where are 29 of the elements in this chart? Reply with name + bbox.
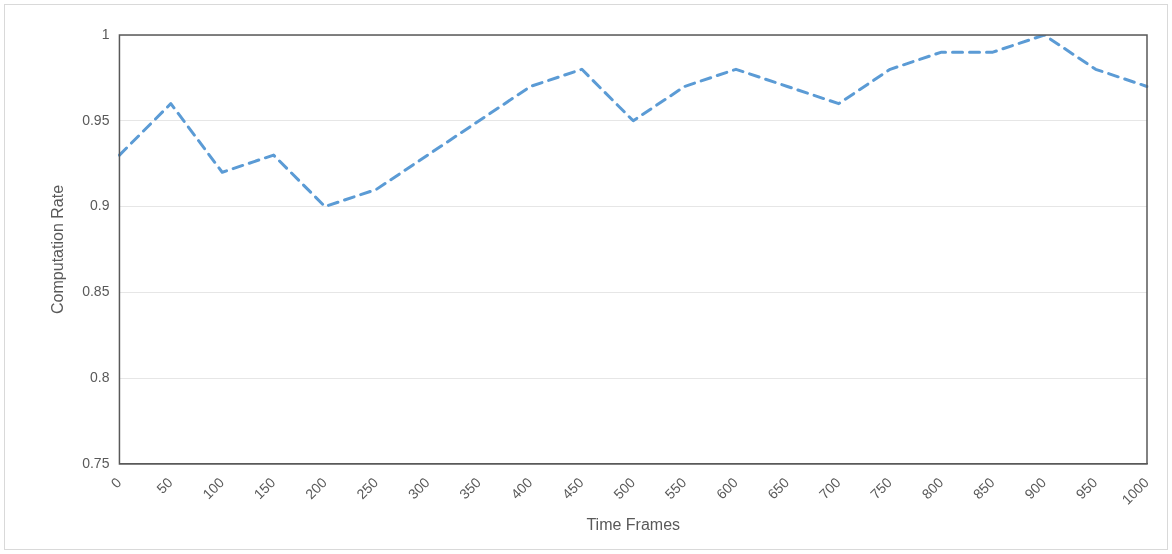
- x-tick-label: 900: [1021, 474, 1050, 503]
- x-tick-label: 450: [558, 474, 587, 503]
- x-tick-label: 400: [507, 474, 536, 503]
- y-tick-label: 0.75: [82, 454, 110, 471]
- x-tick-label: 800: [918, 474, 947, 503]
- y-tick-label: 0.9: [89, 197, 110, 214]
- x-tick-label: 0: [107, 474, 125, 492]
- x-axis-title: Time Frames: [586, 515, 681, 533]
- x-tick-label: 600: [713, 474, 741, 503]
- x-tick-label: 50: [153, 474, 176, 497]
- line-series: [117, 35, 1149, 209]
- x-tick-label: 250: [353, 474, 382, 503]
- y-tick-label: 1: [101, 25, 110, 42]
- y-tick-label: 0.95: [82, 111, 110, 128]
- y-tick-label: 0.85: [82, 283, 110, 300]
- y-axis-title: Computation Rate: [49, 184, 67, 314]
- x-tick-label: 300: [404, 474, 433, 503]
- x-tick-label: 950: [1072, 474, 1101, 503]
- x-tick-label: 850: [969, 474, 998, 503]
- y-tick-label: 0.8: [89, 368, 110, 385]
- x-tick-label: 350: [456, 474, 485, 503]
- x-tick-label: 550: [661, 474, 690, 503]
- x-tick-label: 200: [301, 474, 330, 503]
- x-tick-label: 650: [764, 474, 793, 503]
- x-tick-label: 500: [610, 474, 639, 503]
- x-tick-label: 750: [867, 474, 896, 503]
- x-tick-label: 150: [250, 474, 279, 503]
- x-tick-label: 100: [199, 474, 228, 503]
- x-tick-label: 700: [815, 474, 844, 503]
